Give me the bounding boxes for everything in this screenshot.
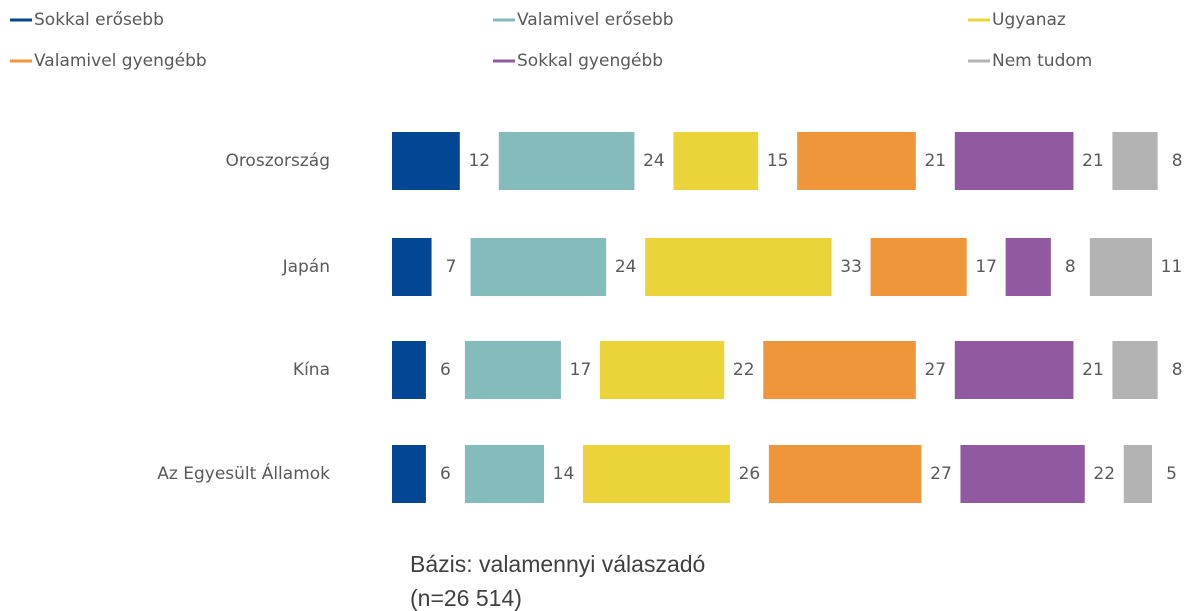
value-label: 27: [924, 360, 946, 380]
value-label: 21: [1082, 151, 1104, 171]
value-label: 21: [1082, 360, 1104, 380]
bar: [954, 341, 1074, 399]
value-label: 24: [643, 151, 665, 171]
bar: [464, 341, 561, 399]
value-label: 8: [1065, 257, 1076, 277]
category-label: Oroszország: [225, 151, 330, 171]
value-label: 27: [930, 464, 952, 484]
value-label: 8: [1172, 360, 1183, 380]
value-label: 11: [1161, 257, 1183, 277]
value-label: 22: [733, 360, 755, 380]
bar: [1112, 341, 1158, 399]
bar: [599, 341, 725, 399]
value-label: 8: [1172, 151, 1183, 171]
legend-label: Sokkal gyengébb: [517, 51, 663, 71]
bar: [498, 132, 635, 190]
value-label: 7: [446, 257, 457, 277]
value-label: 14: [553, 464, 575, 484]
bar: [1112, 132, 1158, 190]
bar: [392, 238, 432, 296]
note: (n=26 514): [410, 585, 522, 611]
category-label: Az Egyesült Államok: [157, 462, 330, 484]
value-label: 17: [975, 257, 997, 277]
bar: [797, 132, 916, 190]
legend-label: Valamivel gyengébb: [34, 51, 207, 71]
bar: [470, 238, 607, 296]
category-label: Kína: [293, 360, 330, 380]
bar: [768, 445, 922, 503]
value-label: 5: [1166, 464, 1177, 484]
category-label: Japán: [282, 257, 330, 277]
value-label: 6: [440, 464, 451, 484]
value-label: 33: [840, 257, 862, 277]
value-label: 24: [615, 257, 637, 277]
bar: [954, 132, 1074, 190]
bar: [392, 341, 426, 399]
value-label: 12: [468, 151, 490, 171]
bar: [583, 445, 730, 503]
value-label: 21: [924, 151, 946, 171]
bar: [763, 341, 916, 399]
bar: [392, 132, 460, 190]
bar: [1005, 238, 1051, 296]
bar: [645, 238, 832, 296]
value-label: 26: [739, 464, 761, 484]
note: Bázis: valamennyi válaszadó: [410, 551, 705, 577]
bar: [673, 132, 759, 190]
legend-label: Sokkal erősebb: [34, 10, 164, 30]
value-label: 17: [570, 360, 592, 380]
bar: [870, 238, 967, 296]
bar: [1123, 445, 1152, 503]
bar: [960, 445, 1085, 503]
legend-label: Valamivel erősebb: [517, 10, 674, 30]
value-label: 22: [1093, 464, 1115, 484]
bar: [392, 445, 426, 503]
bar: [1089, 238, 1152, 296]
bar: [464, 445, 544, 503]
legend-label: Ugyanaz: [992, 10, 1066, 30]
value-label: 15: [767, 151, 789, 171]
legend-label: Nem tudom: [992, 51, 1092, 71]
value-label: 6: [440, 360, 451, 380]
